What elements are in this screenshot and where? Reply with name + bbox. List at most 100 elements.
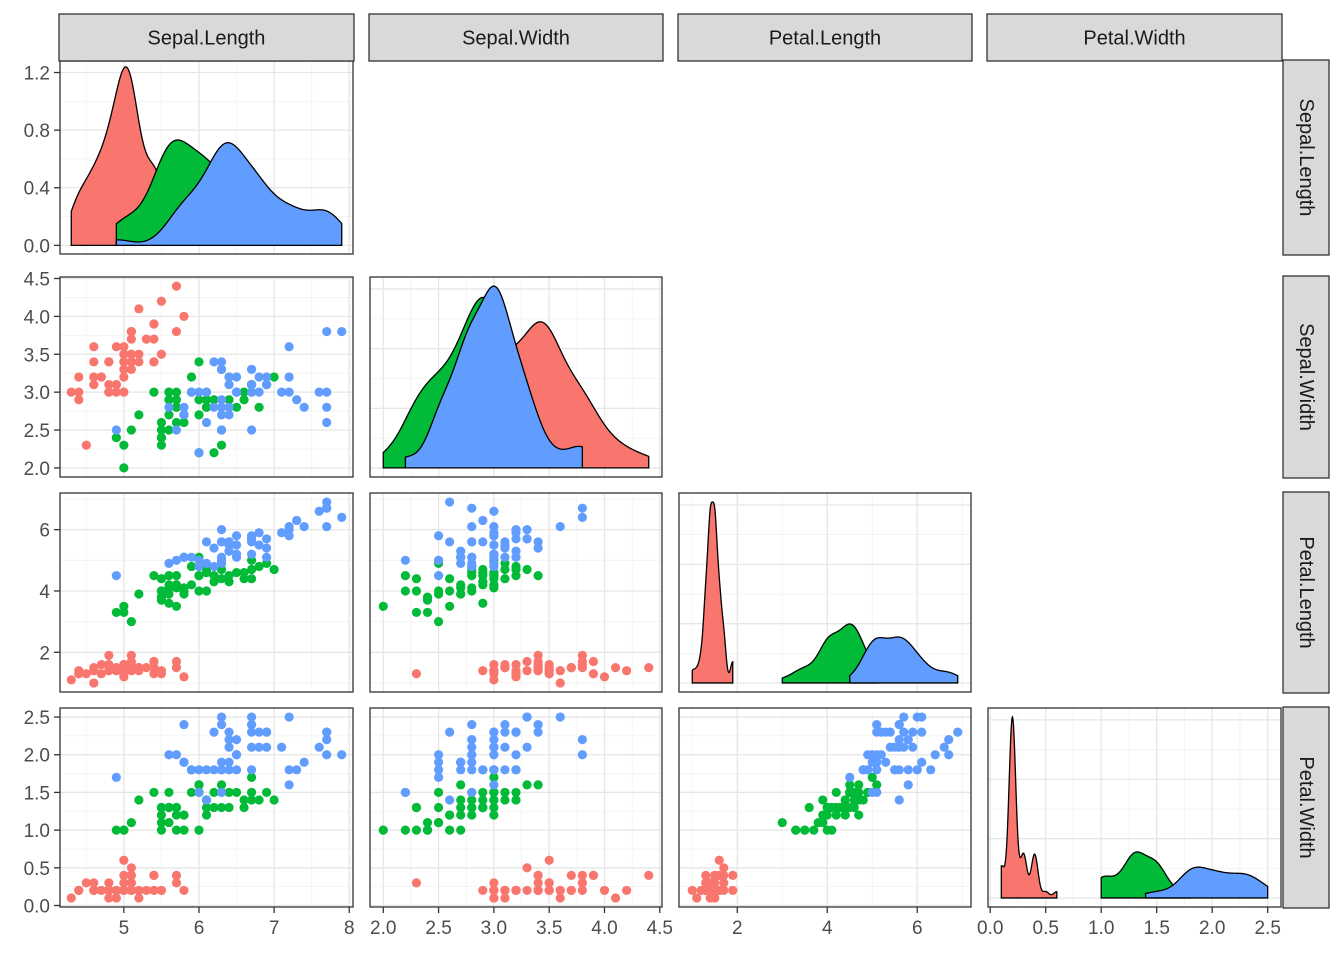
- density-curve-group-3: [1144, 866, 1269, 899]
- scatter-point: [231, 531, 242, 541]
- scatter-point: [456, 810, 466, 820]
- scatter-point: [467, 537, 477, 547]
- scatter-point: [433, 802, 444, 813]
- scatter-point: [522, 666, 532, 676]
- scatter-point: [908, 727, 918, 737]
- y-tick-label: 2.5: [24, 708, 50, 729]
- scatter-point: [903, 765, 913, 775]
- scatter-point: [81, 878, 91, 888]
- scatter-point: [322, 503, 332, 513]
- scatter-point: [445, 497, 455, 507]
- scatter-point: [156, 825, 167, 835]
- scatter-point: [119, 440, 129, 450]
- density-curve-group-1: [1000, 715, 1058, 899]
- scatter-point: [126, 334, 136, 344]
- scatter-point: [246, 712, 257, 722]
- scatter-point: [489, 780, 499, 790]
- scatter-point: [149, 357, 159, 367]
- scatter-point: [179, 586, 189, 596]
- scatter-point: [445, 537, 455, 547]
- scatter-point: [322, 326, 332, 337]
- scatter-point: [705, 893, 715, 903]
- scatter-point: [500, 537, 510, 547]
- scatter-point: [478, 765, 488, 775]
- scatter-point: [322, 521, 332, 532]
- scatter-point: [74, 885, 84, 896]
- scatter-point: [96, 372, 106, 382]
- x-axis-sepal-length: 5 6 7 8: [119, 907, 355, 939]
- row-strip-label: Petal.Length: [1295, 536, 1317, 648]
- scatter-point: [216, 574, 227, 584]
- scatter-point: [216, 757, 227, 767]
- scatter-point: [533, 719, 543, 730]
- scatter-point: [89, 372, 99, 382]
- scatter-point: [246, 765, 257, 775]
- scatter-point: [231, 402, 242, 412]
- scatter-point: [126, 364, 136, 375]
- scatter-point: [156, 425, 167, 435]
- scatter-point: [478, 666, 488, 676]
- scatter-point: [322, 727, 332, 737]
- scatter-point: [511, 750, 521, 760]
- scatter-point: [903, 735, 913, 745]
- scatter-point: [445, 586, 455, 596]
- scatter-point: [186, 787, 197, 798]
- scatter-point: [555, 712, 565, 722]
- scatter-point: [209, 357, 219, 367]
- scatter-point: [555, 521, 565, 532]
- scatter-point: [231, 372, 242, 382]
- scatter-point: [134, 589, 144, 599]
- scatter-point: [277, 387, 287, 397]
- x-tick-label: 6: [912, 918, 923, 939]
- scatter-point: [555, 893, 565, 903]
- scatter-point: [478, 537, 488, 547]
- scatter-point: [433, 571, 444, 581]
- scatter-point: [209, 727, 219, 737]
- scatter-point: [489, 552, 499, 562]
- scatter-point: [912, 765, 922, 775]
- scatter-point: [489, 506, 499, 516]
- scatter-point: [827, 802, 837, 813]
- scatter-point: [171, 326, 182, 337]
- scatter-point: [201, 567, 212, 578]
- scatter-point: [164, 787, 174, 798]
- scatter-point: [111, 433, 121, 443]
- scatter-point: [284, 712, 294, 722]
- scatter-point: [544, 878, 554, 888]
- scatter-point: [224, 765, 234, 775]
- scatter-point: [337, 326, 347, 337]
- scatter-point: [445, 727, 455, 737]
- scatter-point: [544, 659, 554, 670]
- scatter-points: [687, 712, 963, 903]
- scatter-point: [119, 364, 129, 375]
- scatter-point: [456, 795, 466, 805]
- x-axis-sepal-width: 2.0 2.5 3.0 3.5 4.0 4.5: [370, 907, 673, 939]
- row-strip-sepal-width: Sepal.Width: [1282, 275, 1330, 479]
- scatter-point: [216, 402, 227, 412]
- scatter-point: [216, 765, 227, 775]
- scatter-point: [119, 870, 129, 880]
- scatter-point: [533, 780, 543, 790]
- scatter-point: [500, 552, 510, 562]
- scatter-point: [511, 666, 521, 676]
- scatter-point: [134, 357, 144, 367]
- scatter-point: [119, 885, 129, 896]
- panel-border: [987, 707, 1282, 908]
- scatter-point: [171, 395, 182, 405]
- scatter-point: [179, 757, 189, 767]
- scatter-point: [845, 772, 855, 782]
- scatter-point: [171, 571, 182, 581]
- scatter-point: [216, 780, 227, 790]
- scatter-point: [555, 885, 565, 896]
- scatter-point: [74, 387, 84, 397]
- scatter-point: [194, 387, 204, 397]
- scatter-point: [164, 395, 174, 405]
- scatter-point: [456, 825, 466, 835]
- scatter-point: [81, 440, 91, 450]
- scatter-point: [179, 402, 189, 412]
- scatter-point: [930, 750, 940, 760]
- scatter-point: [939, 742, 949, 752]
- column-strip-label: Petal.Length: [769, 28, 881, 50]
- scatter-point: [478, 515, 488, 526]
